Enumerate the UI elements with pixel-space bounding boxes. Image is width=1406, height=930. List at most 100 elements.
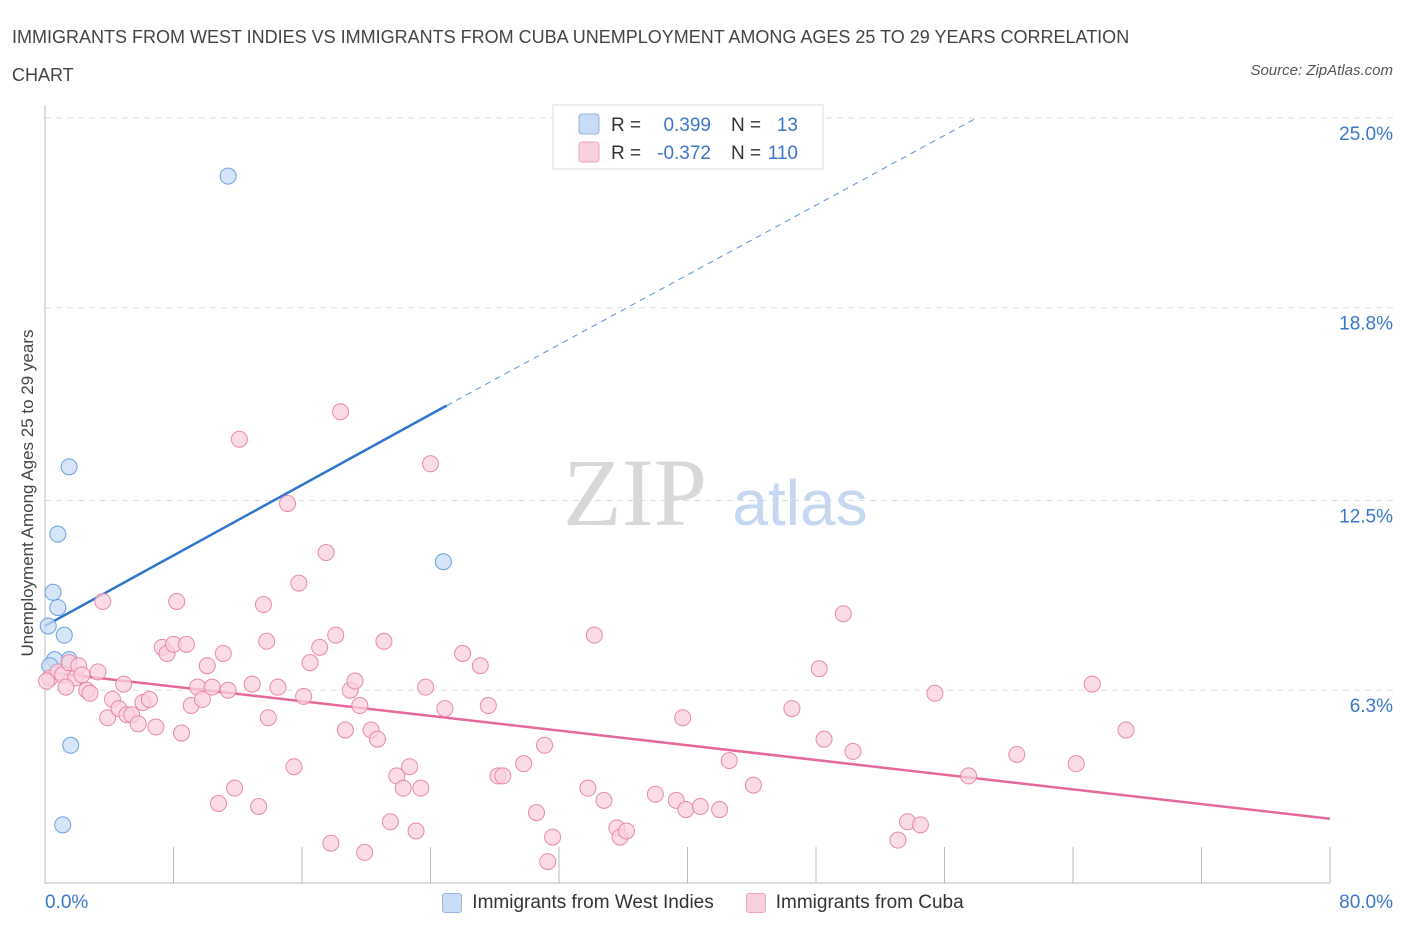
data-point-cuba: [115, 675, 133, 693]
trend-line-west-indies: [44, 404, 448, 628]
data-point-cuba: [177, 635, 195, 653]
legend-r-label-pink: R =: [611, 143, 641, 164]
data-point-cuba: [515, 755, 533, 773]
data-point-cuba: [595, 791, 613, 809]
data-point-cuba: [911, 816, 929, 834]
data-point-cuba: [269, 678, 287, 696]
data-point-cuba: [332, 403, 350, 421]
data-point-cuba: [815, 730, 833, 748]
gridlines: [45, 117, 1395, 691]
data-point-west-indies: [39, 617, 57, 635]
data-point-cuba: [471, 657, 489, 675]
legend-item-west-indies[interactable]: Immigrants from West Indies: [442, 892, 714, 914]
data-point-cuba: [889, 831, 907, 849]
data-point-cuba: [1083, 675, 1101, 693]
data-point-cuba: [317, 544, 335, 562]
data-point-cuba: [844, 742, 862, 760]
data-point-cuba: [417, 678, 435, 696]
data-point-cuba: [295, 687, 313, 705]
data-point-cuba: [57, 678, 75, 696]
data-point-cuba: [691, 798, 709, 815]
data-point-cuba: [479, 697, 497, 715]
data-point-cuba: [926, 684, 944, 702]
y-tick-label: 25.0%: [1339, 124, 1393, 145]
y-tick-label: 18.8%: [1339, 314, 1393, 335]
legend-n-label-pink: N =: [731, 143, 761, 164]
data-point-cuba: [38, 672, 56, 690]
data-point-cuba: [834, 605, 852, 623]
x-tick-label: 80.0%: [1339, 892, 1393, 913]
y-tick-labels: 6.3% 12.5% 18.8% 25.0%: [1339, 124, 1393, 717]
data-point-cuba: [744, 776, 762, 794]
data-point-cuba: [290, 574, 308, 592]
data-point-cuba: [254, 596, 272, 614]
data-point-cuba: [193, 690, 211, 708]
correlation-legend: R = 0.399 N = 13 R = -0.372 N = 110: [552, 104, 824, 170]
x-tick-label: 0.0%: [45, 892, 88, 913]
data-point-cuba: [1067, 755, 1085, 773]
legend-r-value-pink: -0.372: [657, 143, 711, 164]
data-point-cuba: [81, 684, 99, 702]
legend-label-cuba: Immigrants from Cuba: [775, 892, 964, 913]
data-point-cuba: [412, 779, 430, 797]
data-point-cuba: [1117, 721, 1135, 739]
data-point-cuba: [394, 779, 412, 797]
data-point-cuba: [327, 626, 345, 644]
data-point-cuba: [322, 834, 340, 852]
data-point-cuba: [585, 626, 603, 644]
x-tick-labels: 0.0% 80.0%: [45, 892, 1393, 913]
data-point-cuba: [454, 645, 472, 662]
trend-line-west-indies-projection: [446, 117, 977, 407]
legend-swatch-cuba: [745, 893, 766, 913]
y-tick-label: 12.5%: [1339, 507, 1393, 528]
data-point-cuba: [494, 767, 512, 785]
data-point-cuba: [279, 495, 297, 513]
data-point-cuba: [677, 801, 695, 819]
data-point-cuba: [219, 681, 237, 699]
data-point-west-indies: [60, 458, 78, 476]
legend-r-value-blue: 0.399: [663, 115, 711, 136]
series-cuba: [38, 403, 1135, 871]
data-point-cuba: [711, 801, 729, 819]
data-point-cuba: [674, 709, 692, 727]
data-point-cuba: [960, 767, 978, 785]
data-point-cuba: [311, 638, 329, 656]
data-point-cuba: [346, 672, 364, 690]
data-point-cuba: [230, 430, 248, 448]
legend-r-label-blue: R =: [611, 115, 641, 136]
data-point-west-indies: [434, 553, 452, 571]
data-point-cuba: [99, 709, 117, 727]
data-point-cuba: [375, 632, 393, 650]
data-point-cuba: [536, 736, 554, 754]
data-point-cuba: [422, 455, 439, 473]
data-point-cuba: [168, 592, 186, 610]
data-point-cuba: [129, 715, 147, 733]
data-point-cuba: [89, 663, 107, 681]
data-point-west-indies: [44, 583, 62, 601]
data-point-cuba: [301, 654, 319, 672]
data-point-cuba: [1008, 745, 1026, 763]
legend-n-value-pink: 110: [768, 143, 798, 164]
trend-line-cuba: [44, 670, 1331, 820]
series-legend: Immigrants from West Indies Immigrants f…: [0, 888, 1406, 918]
data-point-west-indies: [49, 525, 67, 543]
data-point-cuba: [198, 657, 216, 675]
legend-swatch-pink: [578, 141, 600, 163]
data-point-cuba: [617, 822, 635, 840]
data-point-cuba: [720, 752, 738, 770]
data-point-west-indies: [55, 626, 73, 644]
data-point-west-indies: [219, 167, 237, 185]
watermark-atlas: atlas: [732, 467, 867, 539]
data-point-west-indies: [62, 736, 80, 754]
data-point-west-indies: [49, 599, 67, 617]
data-point-cuba: [140, 690, 158, 708]
data-point-cuba: [539, 853, 557, 871]
legend-label-west-indies: Immigrants from West Indies: [472, 892, 714, 913]
data-point-cuba: [214, 645, 232, 662]
legend-item-cuba[interactable]: Immigrants from Cuba: [745, 892, 964, 914]
data-point-cuba: [401, 758, 419, 776]
data-point-cuba: [250, 798, 268, 815]
y-tick-label: 6.3%: [1350, 696, 1393, 717]
data-point-cuba: [203, 678, 221, 696]
